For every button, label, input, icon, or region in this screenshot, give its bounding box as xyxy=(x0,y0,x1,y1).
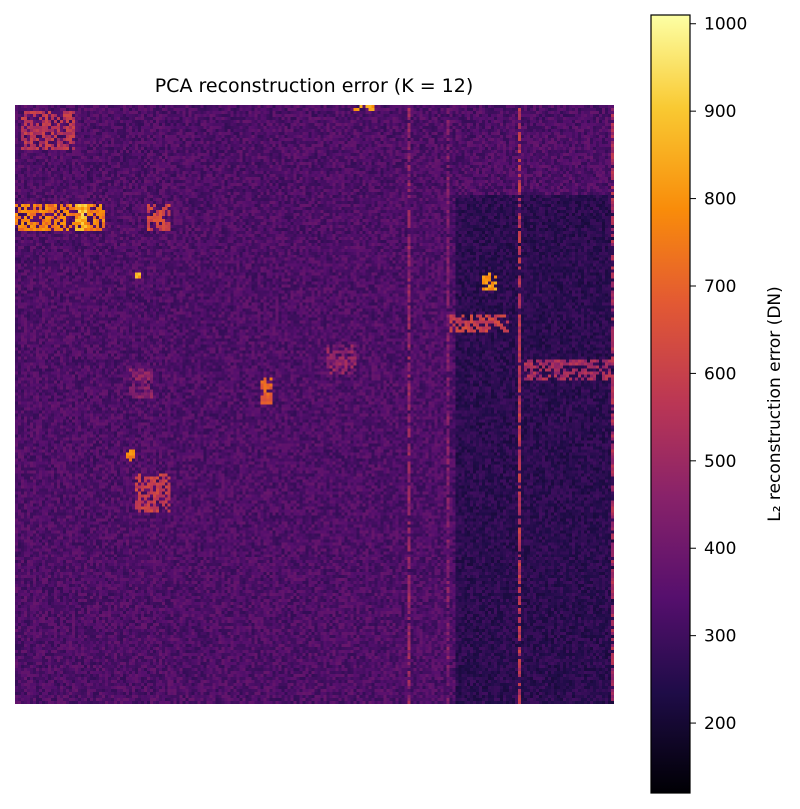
colorbar-tick-label: 400 xyxy=(704,539,736,559)
heatmap-image xyxy=(15,105,614,704)
heatmap-canvas xyxy=(15,105,614,704)
colorbar-tick-label: 200 xyxy=(704,714,736,734)
colorbar-label: L₂ reconstruction error (DN) xyxy=(765,286,785,522)
chart-title: PCA reconstruction error (K = 12) xyxy=(155,75,474,97)
colorbar-tick-label: 900 xyxy=(704,102,736,122)
colorbar-tick-label: 700 xyxy=(704,277,736,297)
colorbar-gradient xyxy=(650,14,691,794)
colorbar-tick-label: 500 xyxy=(704,452,736,472)
colorbar-tick-label: 600 xyxy=(704,364,736,384)
colorbar-tick-label: 300 xyxy=(704,627,736,647)
colorbar-tick-label: 800 xyxy=(704,190,736,210)
colorbar-tick-label: 1000 xyxy=(704,15,747,35)
colorbar: 200 300 400 500 600 700 800 900 1000 xyxy=(650,14,747,794)
colorbar-ticks: 200 300 400 500 600 700 800 900 1000 xyxy=(690,15,747,734)
